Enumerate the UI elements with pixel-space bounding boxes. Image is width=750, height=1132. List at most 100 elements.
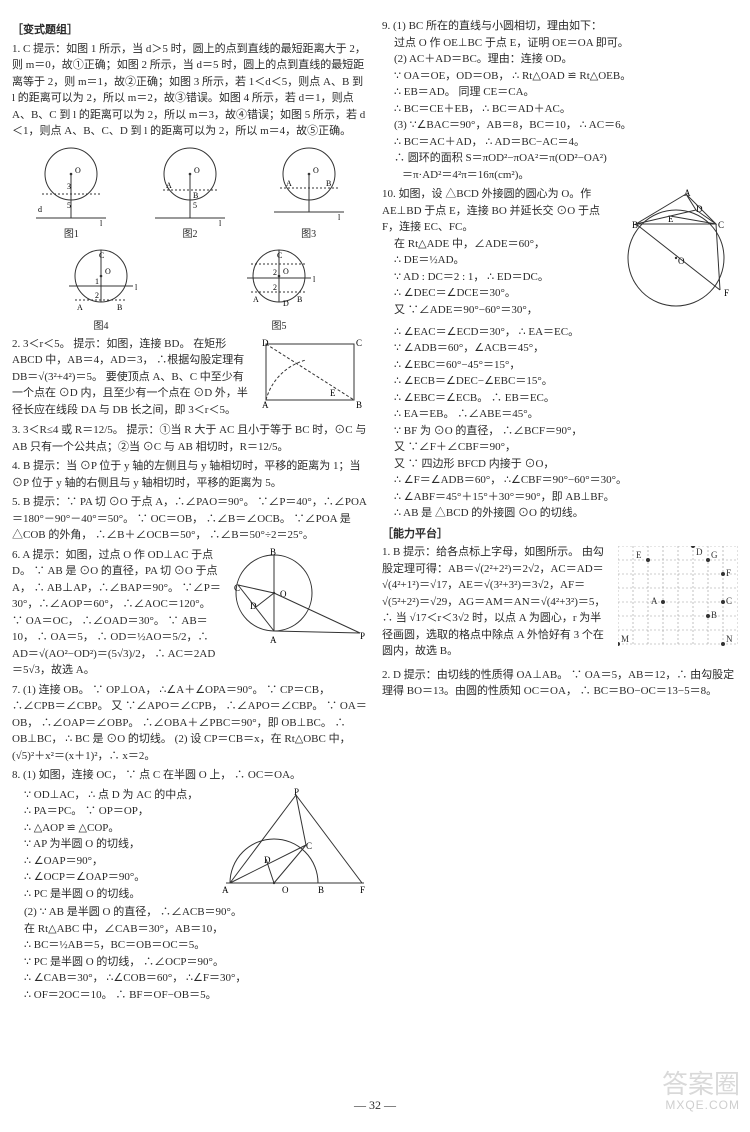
q8-line-8: 在 Rt△ABC 中，∠CAB＝30°，AB＝10， [12, 921, 368, 938]
q9-3: ∵ OA＝OE，OD＝OB， ∴ Rt△OAD ≌ Rt△OEB。 [382, 68, 738, 85]
svg-text:O: O [105, 267, 111, 276]
fig5-label: 图5 [237, 319, 321, 334]
q10-10: ∴ ∠EBC＝∠ECB。 ∴ EB＝EC。 [382, 390, 738, 407]
q3: 3. 3＜R≤4 或 R＝12/5。 提示：①当 R 大于 AC 且小于等于 B… [12, 422, 368, 455]
svg-text:F: F [360, 885, 365, 895]
svg-text:D: D [250, 601, 257, 611]
q4: 4. B 提示：当 ⊙P 位于 y 轴的左侧且与 y 轴相切时，平移的距离为 1… [12, 458, 368, 491]
svg-text:F: F [726, 568, 731, 578]
svg-text:A: A [222, 885, 229, 895]
q10-figure: O A B C D E F [618, 186, 738, 322]
q5: 5. B 提示：∵ PA 切 ⊙O 于点 A，∴∠PAO＝90°。 ∵∠P＝40… [12, 494, 368, 544]
q8-figure: A O B F P C D [218, 787, 368, 903]
svg-text:O: O [313, 166, 319, 175]
svg-text:A: A [262, 400, 269, 410]
q10-16: ∴ ∠ABF＝45°＋15°＋30°＝90°，即 AB⊥BF。 [382, 489, 738, 506]
svg-text:C: C [306, 841, 312, 851]
svg-text:A: A [166, 181, 172, 190]
svg-text:B: B [270, 547, 276, 557]
svg-text:O: O [283, 267, 289, 276]
q7: 7. (1) 连接 OB。 ∵ OP⊥OA， ∴∠A＋∠OPA＝90°。 ∵ C… [12, 682, 368, 765]
svg-text:A: A [651, 596, 658, 606]
svg-text:C: C [99, 251, 104, 260]
svg-text:D: D [283, 299, 289, 308]
svg-text:O: O [194, 166, 200, 175]
q10-7: ∵ ∠ADB＝60°，∠ACB＝45°， [382, 340, 738, 357]
fig5: O C D l 2 2 A B 图5 [237, 246, 321, 334]
svg-text:B: B [193, 191, 198, 200]
q9-7: ∴ BC＝AC＋AD， ∴ AD＝BC−AC＝4。 [382, 134, 738, 151]
q9-8: ∴ 圆环的面积 S＝πOD²−πOA²＝π(OD²−OA²) [382, 150, 738, 167]
svg-text:C: C [726, 596, 732, 606]
q1-text: 1. C 提示：如图 1 所示，当 d＞5 时，圆上的点到直线的最短距离大于 2… [12, 43, 366, 138]
q2-figure: D C A B E [258, 336, 368, 418]
svg-text:5: 5 [67, 201, 71, 210]
fig1-label: 图1 [36, 227, 106, 242]
q9: 9. (1) BC 所在的直线与小圆相切，理由如下： 过点 O 作 OE⊥BC … [382, 18, 738, 183]
fig3-label: 图3 [274, 227, 344, 242]
svg-text:D: D [262, 338, 269, 348]
q9-2: (2) AC＋AD＝BC。理由：连接 OD。 [382, 51, 738, 68]
svg-text:C: C [234, 583, 240, 593]
fig-row-1: O 3 5 l d 图1 O 5 A B l [12, 144, 368, 242]
fig-row-2: O C l 1 2 A B 图4 O C D l [12, 246, 368, 334]
q6-figure: B A C O D P [228, 547, 368, 653]
q10-13: 又 ∵∠F＋∠CBF＝90°， [382, 439, 738, 456]
svg-text:5: 5 [193, 201, 197, 210]
q6: B A C O D P 6. A 提示：如图，过点 O 作 OD⊥AC 于点 D… [12, 547, 368, 679]
q9-5: ∴ BC＝CE＋EB， ∴ BC＝AD＋AC。 [382, 101, 738, 118]
svg-text:A: A [253, 295, 259, 304]
svg-text:2: 2 [273, 283, 277, 292]
fig4-label: 图4 [59, 319, 143, 334]
svg-text:3: 3 [67, 182, 71, 191]
q8-line-7: (2) ∵ AB 是半圆 O 的直径， ∴∠ACB＝90°。 [12, 904, 368, 921]
q3-text: 3. 3＜R≤4 或 R＝12/5。 提示：①当 R 大于 AC 且小于等于 B… [12, 424, 366, 453]
svg-text:N: N [726, 634, 733, 644]
q10-8: ∴ ∠EBC＝60°−45°＝15°， [382, 357, 738, 374]
a1: E D G F C B A M N 1. B 提示：给各点标上字母，如图所示。 … [382, 544, 738, 664]
fig2: O 5 A B l 图2 [155, 144, 225, 242]
q1: 1. C 提示：如图 1 所示，当 d＞5 时，圆上的点到直线的最短距离大于 2… [12, 41, 368, 140]
q9-6: (3) ∵∠BAC＝90°，AB＝8，BC＝10， ∴ AC＝6。 [382, 117, 738, 134]
q4-text: 4. B 提示：当 ⊙P 位于 y 轴的左侧且与 y 轴相切时，平移的距离为 1… [12, 460, 361, 489]
variant-group-head: ［变式题组］ [12, 22, 368, 39]
svg-text:l: l [338, 213, 341, 222]
q8-head: 8. (1) 如图，连接 OC， ∵ 点 C 在半圆 O 上， ∴ OC＝OA。 [12, 767, 368, 784]
q9-9: ＝π·AD²＝4²π＝16π(cm²)。 [382, 167, 738, 184]
q8-line-10: ∵ PC 是半圆 O 的切线， ∴∠OCP＝90°。 [12, 954, 368, 971]
svg-text:l: l [313, 275, 316, 284]
svg-text:G: G [711, 550, 718, 560]
svg-text:O: O [75, 166, 81, 175]
q8-line-11: ∴ ∠CAB＝30°， ∴∠COB＝60°， ∴∠F＝30°， [12, 970, 368, 987]
fig4: O C l 1 2 A B 图4 [59, 246, 143, 334]
q10-17: ∴ AB 是 △BCD 的外接圆 ⊙O 的切线。 [382, 505, 738, 522]
q9-0: 9. (1) BC 所在的直线与小圆相切，理由如下： [382, 18, 738, 35]
q8-cont: A O B F P C D ∵ OD⊥AC， ∴ 点 D 为 AC 的中点， ∴… [12, 787, 368, 1004]
q5-text: 5. B 提示：∵ PA 切 ⊙O 于点 A，∴∠PAO＝90°。 ∵∠P＝40… [12, 496, 367, 541]
svg-text:2: 2 [273, 268, 277, 277]
q10-11: ∴ EA＝EB。 ∴∠ABE＝45°。 [382, 406, 738, 423]
q10-15: ∴ ∠F＝∠ADB＝60°， ∴∠CBF＝90°−60°＝30°。 [382, 472, 738, 489]
svg-text:B: B [326, 179, 331, 188]
svg-text:D: D [696, 547, 703, 557]
q2: D C A B E 2. 3＜r＜5。 提示：如图，连接 BD。 在矩形 ABC… [12, 336, 368, 420]
q8-line-9: ∴ BC＝½AB＝5，BC＝OB＝OC＝5。 [12, 937, 368, 954]
q10-9: ∴ ∠ECB＝∠DEC−∠EBC＝15°。 [382, 373, 738, 390]
a2: 2. D 提示：由切线的性质得 OA⊥AB。 ∵ OA＝5，AB＝12，∴ 由勾… [382, 667, 738, 700]
svg-text:l: l [219, 219, 222, 226]
q10-14: 又 ∵ 四边形 BFCD 内接于 ⊙O， [382, 456, 738, 473]
svg-text:F: F [724, 288, 729, 298]
q2-text: 2. 3＜r＜5。 提示：如图，连接 BD。 在矩形 ABCD 中，AB＝4，A… [12, 338, 248, 416]
svg-text:M: M [621, 634, 629, 644]
svg-text:1: 1 [95, 277, 99, 286]
svg-text:B: B [711, 610, 717, 620]
svg-text:d: d [38, 205, 42, 214]
svg-text:C: C [277, 251, 282, 260]
q9-1: 过点 O 作 OE⊥BC 于点 E，证明 OE＝OA 即可。 [382, 35, 738, 52]
svg-text:O: O [282, 885, 289, 895]
a1-figure: E D G F C B A M N [618, 546, 738, 662]
svg-text:B: B [297, 295, 302, 304]
svg-text:C: C [356, 338, 362, 348]
svg-text:E: E [636, 550, 642, 560]
a1-text: 1. B 提示：给各点标上字母，如图所示。 由勾股定理可得：AB＝√(2²+2²… [382, 546, 605, 657]
